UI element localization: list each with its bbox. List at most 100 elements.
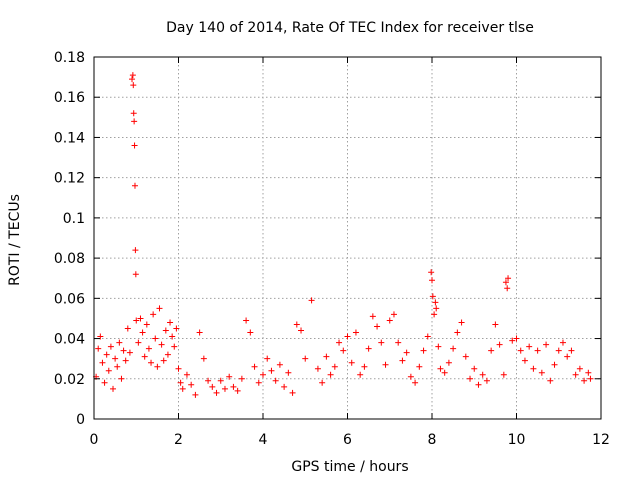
data-point (450, 345, 457, 352)
data-point (340, 347, 347, 354)
x-axis-label: GPS time / hours (291, 459, 408, 475)
data-point (130, 110, 137, 117)
data-point (110, 385, 117, 392)
data-point (399, 357, 406, 364)
data-point (336, 339, 343, 346)
data-point (205, 377, 212, 384)
data-point (143, 321, 150, 328)
data-point (369, 313, 376, 320)
y-tick-label: 0.02 (54, 372, 85, 388)
data-point (585, 369, 592, 376)
data-point (534, 347, 541, 354)
x-tick-label: 0 (90, 432, 99, 448)
data-point (488, 347, 495, 354)
data-point (129, 76, 136, 83)
data-point (169, 333, 176, 340)
data-point (441, 369, 448, 376)
data-point (433, 305, 440, 312)
data-point (319, 379, 326, 386)
data-point (327, 371, 334, 378)
data-point (429, 277, 435, 284)
data-point (568, 347, 575, 354)
data-point (179, 385, 186, 392)
data-point (251, 363, 258, 370)
data-point (126, 349, 133, 356)
data-point (209, 383, 216, 390)
data-point (158, 341, 165, 348)
y-tick-label: 0.06 (54, 291, 85, 307)
data-point (555, 347, 562, 354)
data-point (365, 345, 372, 352)
data-point (173, 325, 180, 332)
data-point (154, 363, 161, 370)
data-point (428, 269, 435, 276)
data-point (559, 339, 566, 346)
data-point (132, 247, 139, 254)
data-point (213, 389, 220, 396)
data-point (424, 333, 431, 340)
data-point (260, 371, 266, 378)
data-point (120, 347, 127, 354)
data-point (471, 365, 478, 372)
data-point (137, 315, 144, 322)
data-point (576, 365, 583, 372)
data-point (145, 345, 152, 352)
data-point (124, 325, 131, 332)
data-point (505, 275, 512, 282)
data-point (331, 363, 338, 370)
data-point (148, 359, 155, 366)
y-tick-labels: 0 0.02 0.04 0.06 0.08 0.1 0.12 0.14 0.16 0.18 (54, 50, 85, 428)
y-tick-label: 0.1 (63, 211, 85, 227)
data-point (107, 343, 114, 350)
x-tick-label: 2 (174, 432, 183, 448)
data-point (462, 353, 469, 360)
data-point (416, 363, 423, 370)
data-point (133, 317, 140, 324)
data-point (97, 333, 104, 340)
data-point (114, 363, 121, 370)
data-point (268, 367, 275, 374)
data-point (492, 321, 499, 328)
data-point (475, 381, 482, 388)
data-point (407, 373, 414, 380)
data-point (445, 359, 452, 366)
data-point (130, 82, 137, 89)
data-point (103, 351, 110, 358)
data-point (289, 389, 296, 396)
data-point (420, 347, 427, 354)
data-point (530, 365, 537, 372)
data-point (435, 343, 442, 350)
data-point (171, 343, 178, 350)
data-point (101, 379, 108, 386)
x-tick-label: 8 (428, 432, 437, 448)
data-point (509, 337, 516, 344)
data-point (543, 341, 550, 348)
data-point (429, 293, 436, 300)
data-point (129, 72, 136, 79)
grid-lines (94, 57, 601, 419)
data-point (361, 363, 368, 370)
y-tick-label: 0.08 (54, 251, 85, 267)
data-point (264, 355, 271, 362)
data-point (285, 369, 292, 376)
data-points (93, 72, 594, 398)
data-point (131, 142, 138, 149)
chart-title: Day 140 of 2014, Rate Of TEC Index for r… (166, 20, 534, 36)
data-point (156, 305, 163, 312)
data-point (230, 383, 237, 390)
data-point (500, 371, 507, 378)
data-point (572, 371, 579, 378)
data-point (139, 329, 146, 336)
data-point (513, 335, 520, 342)
data-point (164, 351, 171, 358)
data-point (243, 317, 250, 324)
data-point (502, 279, 509, 286)
data-point (141, 353, 148, 360)
data-point (160, 357, 167, 364)
data-point (95, 345, 102, 352)
data-point (454, 329, 461, 336)
data-point (538, 369, 545, 376)
data-point (412, 379, 419, 386)
data-point (352, 329, 359, 336)
